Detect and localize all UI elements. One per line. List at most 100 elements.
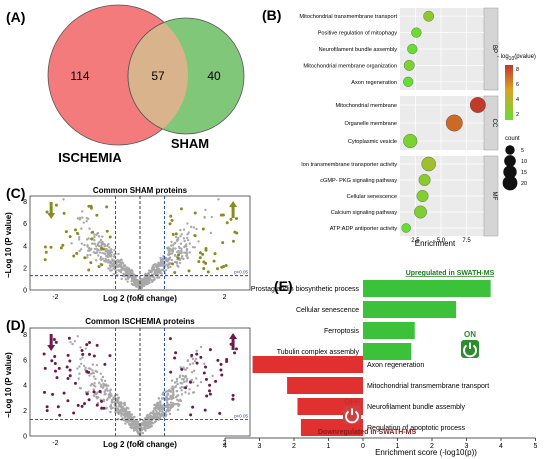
protein-point xyxy=(159,402,162,405)
protein-point xyxy=(81,210,84,213)
protein-point xyxy=(121,405,125,408)
panel-c-label: (C) xyxy=(6,185,25,201)
protein-point xyxy=(180,389,183,392)
protein-point xyxy=(176,382,179,386)
legend-size-label: 20 xyxy=(521,181,527,187)
up-bar xyxy=(363,343,412,360)
significant-point xyxy=(207,389,211,393)
significant-point xyxy=(56,405,60,409)
significant-point xyxy=(220,265,224,269)
panel-a-label: (A) xyxy=(6,9,25,25)
protein-point xyxy=(175,262,179,265)
significant-point xyxy=(105,229,109,233)
protein-point xyxy=(155,415,158,418)
significant-point xyxy=(59,246,63,250)
protein-point xyxy=(87,249,90,252)
significant-point xyxy=(233,351,237,355)
protein-point xyxy=(109,260,112,263)
protein-point xyxy=(161,407,165,410)
protein-point xyxy=(159,258,163,261)
protein-point xyxy=(184,374,187,378)
volcano-c-title: Common SHAM proteins xyxy=(93,186,188,195)
x-tick-label: 2.5 xyxy=(411,238,420,244)
y-tick-label: 2 xyxy=(23,408,27,415)
protein-point xyxy=(161,410,164,413)
protein-point xyxy=(93,247,97,251)
protein-point xyxy=(151,415,155,419)
protein-point xyxy=(148,413,151,416)
protein-point xyxy=(132,429,136,432)
protein-point xyxy=(103,384,107,387)
significant-point xyxy=(73,381,77,385)
protein-point xyxy=(109,405,112,408)
protein-point xyxy=(94,259,98,262)
significant-point xyxy=(171,262,175,266)
protein-point xyxy=(170,379,174,382)
x-tick-label: 4 xyxy=(223,443,227,450)
protein-point xyxy=(181,374,185,378)
direction-arrow-head-icon xyxy=(229,201,238,207)
significant-point xyxy=(81,352,85,356)
protein-point xyxy=(171,244,175,247)
protein-point xyxy=(145,277,148,280)
protein-point xyxy=(104,407,108,410)
significant-point xyxy=(68,235,72,239)
protein-point xyxy=(85,216,89,220)
significant-point xyxy=(75,231,79,235)
term-dot xyxy=(403,133,418,149)
protein-point xyxy=(169,390,173,393)
panel-c: (C) Common SHAM proteins p<0.05 -2 0 2 0 2 4 6 8… xyxy=(4,185,251,303)
protein-point xyxy=(167,253,170,256)
protein-point xyxy=(128,423,131,426)
protein-point xyxy=(199,345,203,349)
protein-point xyxy=(120,266,123,269)
significant-point xyxy=(216,267,220,271)
protein-point xyxy=(176,250,179,254)
legend-color-tick: 8 xyxy=(516,67,519,73)
protein-point xyxy=(109,410,112,414)
protein-point xyxy=(169,252,172,255)
protein-point xyxy=(106,389,109,392)
protein-point xyxy=(177,399,181,402)
protein-point xyxy=(158,408,162,411)
direction-arrow-head-icon xyxy=(229,333,238,339)
significant-point xyxy=(87,370,91,374)
protein-point xyxy=(92,388,95,391)
protein-point xyxy=(80,227,83,230)
protein-point xyxy=(150,275,154,278)
protein-point xyxy=(87,390,90,393)
significant-point xyxy=(189,380,193,384)
protein-point xyxy=(155,404,158,408)
term-label: Mitochondrial transmembrane transport xyxy=(299,14,397,20)
protein-point xyxy=(188,363,192,366)
protein-point xyxy=(175,389,179,393)
protein-point xyxy=(183,251,186,254)
significant-point xyxy=(43,366,47,370)
protein-point xyxy=(99,238,103,242)
protein-point xyxy=(127,267,131,270)
on-label: ON xyxy=(464,330,476,339)
protein-point xyxy=(175,377,179,381)
x-tick-label: -2 xyxy=(52,440,58,447)
protein-point xyxy=(120,407,124,410)
enrichment-bars: Prostaglandin biosynthetic process Cellul… xyxy=(223,280,538,450)
protein-point xyxy=(144,429,147,432)
protein-point xyxy=(155,265,159,268)
protein-point xyxy=(93,233,96,236)
protein-point xyxy=(102,385,105,388)
up-bar xyxy=(363,280,491,297)
legend-color-ticks: 8 6 4 2 xyxy=(516,67,519,118)
venn-sham-label: SHAM xyxy=(171,136,209,151)
significant-point xyxy=(204,377,208,381)
protein-point xyxy=(86,253,89,257)
protein-point xyxy=(130,282,134,286)
significant-point xyxy=(42,352,46,356)
protein-point xyxy=(115,261,118,264)
protein-point xyxy=(111,262,114,266)
protein-point xyxy=(144,283,147,286)
significant-point xyxy=(174,351,178,355)
significant-point xyxy=(105,205,109,209)
protein-point xyxy=(197,240,200,243)
protein-point xyxy=(177,265,180,268)
significant-point xyxy=(100,399,104,403)
